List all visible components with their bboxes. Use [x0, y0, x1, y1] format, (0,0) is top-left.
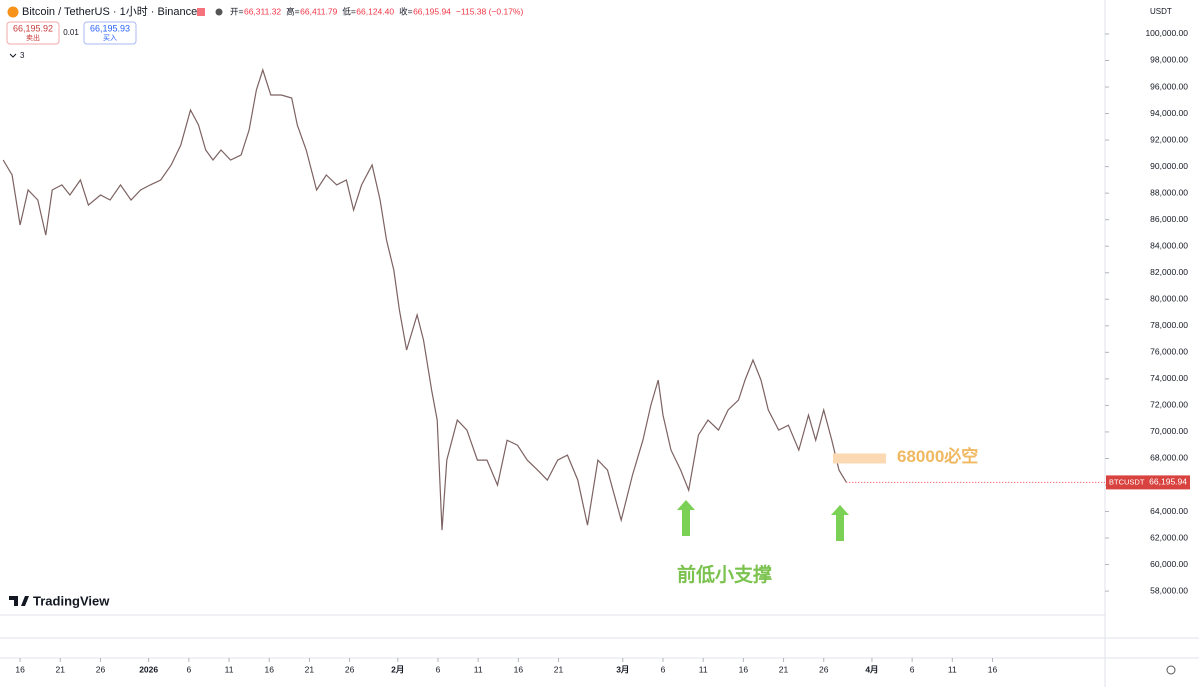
ohlc-value: 66,411.79 [300, 6, 337, 16]
x-tick-label: 16 [15, 664, 25, 674]
brand: TradingView [33, 593, 110, 608]
ohlc-label: 高= [286, 6, 300, 16]
x-tick-label: 6 [910, 664, 915, 674]
last-price-tag [1106, 475, 1190, 490]
x-tick-label: 16 [739, 664, 749, 674]
buy-label: 买入 [103, 34, 117, 42]
resistance-band [833, 453, 886, 464]
change: −115.38 (−0.17%) [456, 6, 524, 16]
x-tick-label: 2月 [391, 664, 404, 674]
y-tick-label: 90,000.00 [1150, 161, 1188, 171]
x-tick-label: 2026 [139, 664, 158, 674]
indicators-count: 3 [20, 51, 25, 60]
x-tick-label: 21 [779, 664, 789, 674]
y-tick-label: 58,000.00 [1150, 585, 1188, 595]
y-tick-label: 64,000.00 [1150, 506, 1188, 516]
sell-label: 卖出 [26, 33, 40, 42]
symbol-title: Bitcoin / TetherUS · 1小时 · Binance [22, 5, 197, 18]
x-tick-label: 6 [436, 664, 441, 674]
y-tick-label: 94,000.00 [1150, 108, 1188, 118]
ohlc-value: 66,124.40 [356, 6, 394, 16]
y-tick-label: 82,000.00 [1150, 267, 1188, 277]
x-tick-label: 21 [56, 664, 66, 674]
y-tick-label: 62,000.00 [1150, 532, 1188, 542]
x-tick-label: 26 [96, 664, 106, 674]
y-tick-label: 60,000.00 [1150, 559, 1188, 569]
spread: 0.01 [63, 28, 79, 37]
coin-icon [7, 6, 19, 18]
x-tick-label: 3月 [616, 664, 629, 674]
x-tick-label: 11 [699, 664, 708, 674]
x-tick-label: 26 [345, 664, 355, 674]
ohlc-label: 收= [399, 6, 413, 16]
x-tick-label: 11 [948, 664, 957, 674]
sell-price: 66,195.92 [13, 23, 53, 33]
y-tick-label: 80,000.00 [1150, 294, 1188, 304]
y-tick-label: 78,000.00 [1150, 320, 1188, 330]
sell-button[interactable] [6, 21, 60, 45]
y-tick-label: 98,000.00 [1150, 55, 1188, 65]
annotation: 前低小支撑 [677, 563, 772, 586]
price-line [2, 67, 847, 531]
x-tick-label: 11 [225, 664, 234, 674]
tradingview-logo: TradingView [9, 593, 110, 608]
y-tick-label: 70,000.00 [1150, 426, 1188, 436]
ohlc-label: 低= [342, 6, 356, 16]
y-tick-label: 96,000.00 [1150, 81, 1188, 91]
status-dot [215, 8, 223, 16]
arrow [831, 505, 849, 541]
arrow [677, 500, 695, 536]
x-tick-label: 16 [988, 664, 998, 674]
buy-button[interactable] [83, 21, 137, 45]
x-tick-label: 11 [474, 664, 483, 674]
x-tick-label: 4月 [865, 664, 878, 674]
x-tick-label: 16 [514, 664, 524, 674]
x-tick-label: 16 [264, 664, 274, 674]
ohlc-value: 66,195.94 [413, 6, 451, 16]
last-price-label: 66,195.94 [1149, 477, 1187, 487]
y-tick-label: 76,000.00 [1150, 347, 1188, 357]
flag-icon[interactable] [197, 8, 205, 16]
ohlc-value: 66,311.32 [244, 6, 281, 16]
x-tick-label: 6 [186, 664, 191, 674]
last-price-symbol: BTCUSDT [1109, 477, 1145, 486]
ohlc-legend: 开= 66,311.32 高= 66,411.79 低= 66,124.40 收= 66,19… [230, 6, 523, 16]
annotation: 68000必空 [897, 446, 978, 466]
y-tick-label: 72,000.00 [1150, 400, 1188, 410]
y-tick-label: 68,000.00 [1150, 453, 1188, 463]
y-tick-label: 88,000.00 [1150, 187, 1188, 197]
settings-icon[interactable] [1166, 665, 1176, 675]
buy-price: 66,195.93 [90, 23, 130, 33]
y-tick-label: 86,000.00 [1150, 214, 1188, 224]
y-tick-label: 92,000.00 [1150, 134, 1188, 144]
x-tick-label: 21 [554, 664, 564, 674]
currency: USDT [1150, 7, 1172, 16]
x-tick-label: 26 [819, 664, 829, 674]
collapse-icon[interactable] [9, 53, 17, 58]
x-tick-label: 6 [661, 664, 666, 674]
ohlc-label: 开= [230, 6, 244, 16]
x-tick-label: 21 [305, 664, 315, 674]
y-tick-label: 84,000.00 [1150, 240, 1188, 250]
y-tick-label: 100,000.00 [1145, 28, 1188, 38]
y-tick-label: 74,000.00 [1150, 373, 1188, 383]
